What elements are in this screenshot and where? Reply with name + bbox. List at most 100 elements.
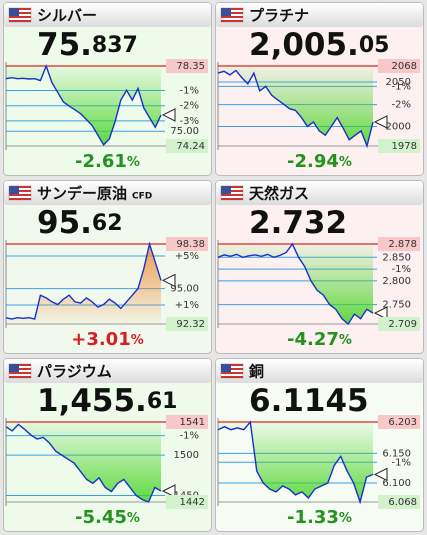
change-unit: % <box>127 155 140 170</box>
instrument-name: 銅 <box>249 363 264 381</box>
us-flag <box>220 363 244 379</box>
quote-panel[interactable]: 銅 6.1145 6.150-1% 6.100 6.203 6.068 -1.33% <box>215 358 424 532</box>
current-price-marker <box>161 484 176 498</box>
low-label: 1442 <box>180 497 205 508</box>
flag-stripe <box>221 372 243 374</box>
change-value: -2.94 <box>287 151 339 172</box>
low-box <box>166 495 208 509</box>
flag-canton <box>9 364 19 372</box>
price-line <box>5 63 162 146</box>
high-label: 6.203 <box>388 417 417 428</box>
low-label: 2.709 <box>388 319 417 330</box>
price-decimal: 61 <box>147 389 178 414</box>
high-box <box>166 415 208 429</box>
y-tick-label: -1% <box>392 264 411 275</box>
us-flag <box>8 185 32 201</box>
flag-canton <box>221 186 231 194</box>
flag-stripe <box>9 364 31 366</box>
flag-stripe <box>221 8 243 10</box>
y-tick-label: 2000 <box>386 121 411 132</box>
price-main: 6.1145 <box>249 383 369 419</box>
flag-stripe <box>221 186 243 188</box>
price: 1,455.61 <box>37 383 177 419</box>
price-decimal: 837 <box>92 33 138 58</box>
flag-stripe <box>9 186 31 188</box>
low-label: 92.32 <box>176 319 205 330</box>
us-flag <box>8 363 32 379</box>
price-line <box>217 242 374 326</box>
y-tick-label: 75.00 <box>170 126 199 137</box>
current-price-marker <box>161 108 176 122</box>
y-tick-label: -2% <box>392 100 411 111</box>
panel-header <box>4 3 211 27</box>
quote-panel[interactable]: 天然ガス 2.732 2.850-1%2.800 2.750 2.878 2.709 -4.… <box>215 180 424 354</box>
area-fill <box>218 244 373 324</box>
y-tick-label: -1% <box>392 457 411 468</box>
price-decimal: 05 <box>359 33 390 58</box>
flag-stripe <box>9 8 31 10</box>
price: 2.732 <box>249 205 347 241</box>
flag-canton <box>221 364 231 372</box>
price-line <box>5 241 162 320</box>
quote-panel[interactable]: サンデー原油 CFD 95.62 +5% 95.00 +1% 98.38 92.32 +3.01… <box>3 180 212 354</box>
flag-stripe <box>221 16 243 18</box>
low-label: 1978 <box>392 141 417 152</box>
change: -5.45% <box>75 507 140 528</box>
flag-stripe <box>221 376 243 378</box>
y-tick-label: 2.800 <box>382 276 411 287</box>
y-tick-label: 2.750 <box>382 300 411 311</box>
y-tick-label: 6.100 <box>382 478 411 489</box>
quote-panel[interactable]: シルバー 75.837 -1% -2% -3%75.00 78.35 74.24 -2.61% <box>3 2 212 176</box>
y-tick-label: 2.850 <box>382 252 411 263</box>
high-label: 2.878 <box>388 239 417 250</box>
change: -1.33% <box>287 507 352 528</box>
current-price-marker <box>373 467 388 482</box>
quote-panel[interactable]: プラチナ 2,005.05 2050-1% -2% 2000 2068 1978 -2.94% <box>215 2 424 176</box>
change-unit: % <box>131 333 144 348</box>
low-box <box>378 317 420 331</box>
high-label: 2068 <box>392 61 417 72</box>
flag-stripe <box>9 198 31 200</box>
area-fill <box>218 66 373 146</box>
price-main: 95. <box>37 205 92 241</box>
price-line <box>217 420 374 505</box>
price-main: 1,455. <box>37 383 147 419</box>
flag-stripe <box>221 20 243 22</box>
y-tick-label: +5% <box>175 251 199 262</box>
flag-stripe <box>9 20 31 22</box>
flag-stripe <box>221 368 243 370</box>
instrument-name: パラジウム <box>37 363 112 381</box>
price: 95.62 <box>37 205 123 241</box>
flag-stripe <box>221 194 243 196</box>
panel-header <box>216 3 423 27</box>
flag-stripe <box>221 12 243 14</box>
high-box <box>378 59 420 73</box>
price: 2,005.05 <box>249 27 389 63</box>
y-tick-label: -1% <box>180 431 199 442</box>
flag-stripe <box>221 198 243 200</box>
us-flag <box>220 185 244 201</box>
panel-header <box>4 181 211 205</box>
change: -2.94% <box>287 151 352 172</box>
price-main: 2,005. <box>249 27 359 63</box>
flag-canton <box>9 186 19 194</box>
flag-canton <box>9 8 19 16</box>
change: -4.27% <box>287 329 352 350</box>
price-line <box>5 423 162 503</box>
price: 6.1145 <box>249 383 369 419</box>
area-fill <box>6 244 161 324</box>
price: 75.837 <box>37 27 138 63</box>
high-label: 1541 <box>180 417 205 428</box>
y-tick-label: -1% <box>180 86 199 97</box>
change-unit: % <box>127 511 140 526</box>
area-fill <box>6 66 161 145</box>
flag-stripe <box>9 16 31 18</box>
change-unit: % <box>339 511 352 526</box>
y-tick-label: 95.00 <box>170 284 199 295</box>
low-box <box>166 317 208 331</box>
low-label: 74.24 <box>176 141 205 152</box>
high-box <box>378 237 420 251</box>
price-line <box>217 69 374 149</box>
